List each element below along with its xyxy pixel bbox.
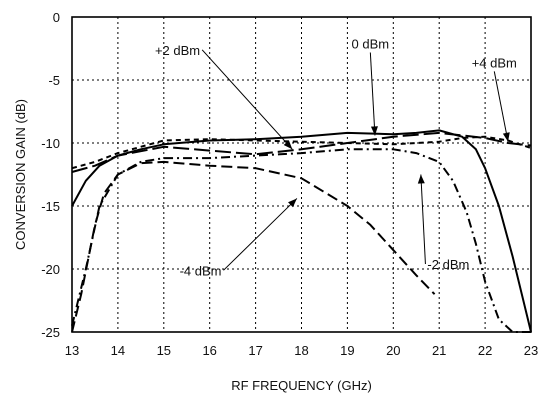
annotation-arrow-4 bbox=[417, 174, 426, 265]
x-tick-label-6: 19 bbox=[340, 343, 354, 358]
x-axis-title: RF FREQUENCY (GHz) bbox=[231, 378, 372, 393]
x-tick-label-5: 18 bbox=[294, 343, 308, 358]
annotation-label-0: +2 dBm bbox=[155, 43, 200, 58]
x-tick-label-7: 20 bbox=[386, 343, 400, 358]
annotation-arrow-0 bbox=[201, 49, 293, 150]
series-lines bbox=[71, 129, 532, 333]
annotation-label-2: +4 dBm bbox=[472, 55, 517, 70]
x-tick-label-0: 13 bbox=[65, 343, 79, 358]
annotation-arrow-3 bbox=[223, 198, 298, 271]
x-tick-label-2: 15 bbox=[157, 343, 171, 358]
y-tick-labels: 0 -5 -10 -15 -20 -25 bbox=[41, 10, 60, 340]
annotation-arrow-2 bbox=[493, 71, 510, 142]
x-tick-label-1: 14 bbox=[111, 343, 125, 358]
y-tick-label-1: -5 bbox=[48, 73, 60, 88]
y-tick-label-5: -25 bbox=[41, 325, 60, 340]
x-tick-label-4: 17 bbox=[248, 343, 262, 358]
grid-lines bbox=[72, 17, 531, 332]
y-tick-label-3: -15 bbox=[41, 199, 60, 214]
x-tick-label-3: 16 bbox=[202, 343, 216, 358]
series-line-2 bbox=[71, 135, 532, 170]
x-tick-label-9: 22 bbox=[478, 343, 492, 358]
annotation-arrows bbox=[201, 49, 510, 271]
series-line-1 bbox=[71, 131, 532, 173]
y-tick-label-4: -20 bbox=[41, 262, 60, 277]
annotation-label-1: 0 dBm bbox=[352, 37, 390, 52]
series-line-3 bbox=[71, 148, 531, 333]
x-tick-labels: 13 14 15 16 17 18 19 20 21 22 23 bbox=[65, 343, 538, 358]
annotation-label-4: -2 dBm bbox=[427, 257, 469, 272]
x-tick-label-10: 23 bbox=[524, 343, 538, 358]
series-line-0 bbox=[71, 129, 532, 333]
series-line-4 bbox=[71, 160, 436, 333]
y-axis-title: CONVERSION GAIN (dB) bbox=[13, 99, 28, 250]
annotation-arrow-1 bbox=[369, 52, 378, 136]
x-tick-label-8: 21 bbox=[432, 343, 446, 358]
annotation-labels: +2 dBm 0 dBm +4 dBm -4 dBm -2 dBm bbox=[155, 37, 517, 279]
annotation-label-3: -4 dBm bbox=[180, 263, 222, 278]
plot-frame bbox=[71, 16, 532, 333]
y-tick-label-0: 0 bbox=[53, 10, 60, 25]
y-tick-label-2: -10 bbox=[41, 136, 60, 151]
